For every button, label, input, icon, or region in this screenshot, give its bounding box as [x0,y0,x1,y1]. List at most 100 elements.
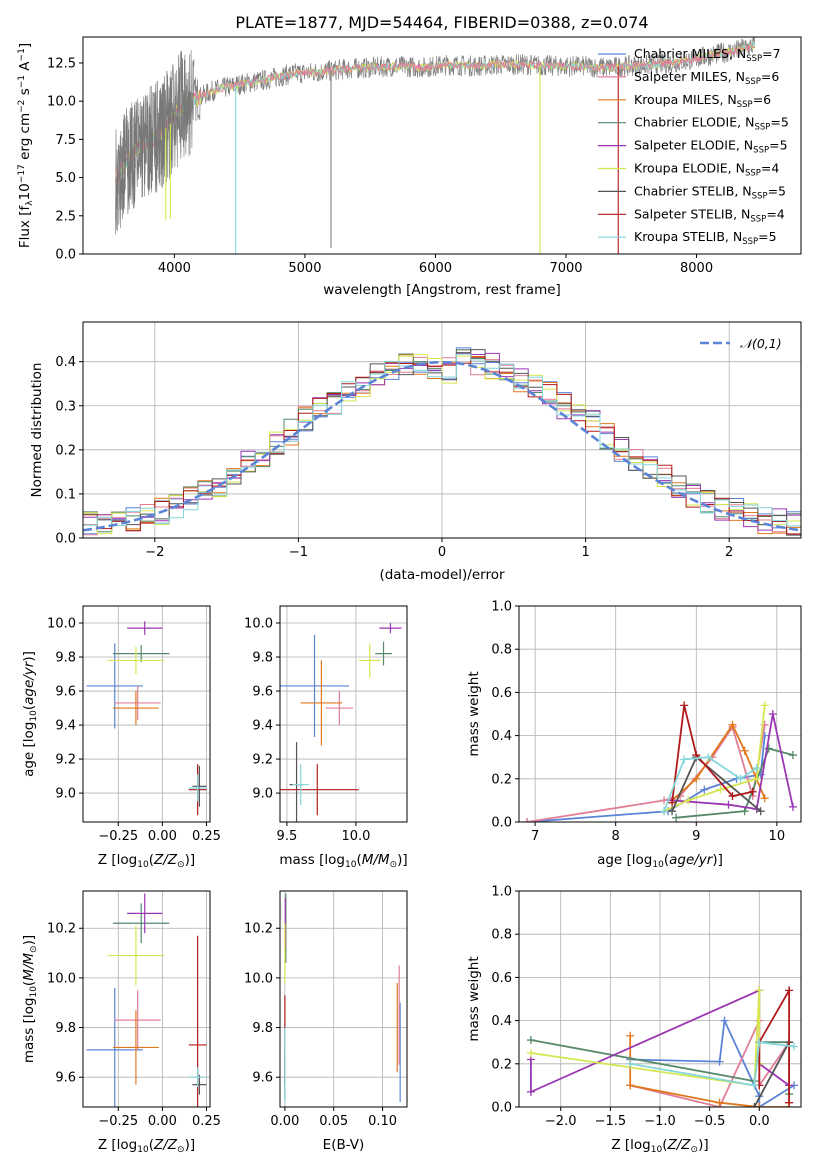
x-tick-label: 10 [769,829,786,844]
errorbar-point [107,925,165,986]
weight-marker [716,785,725,794]
weight-marker [728,792,737,801]
weight-marker [672,813,681,822]
weight-marker [728,720,737,729]
weight-marker [680,755,689,764]
errorbar-point [192,765,207,807]
weight-marker [526,1049,535,1057]
legend-label: Kroupa STELIB, NSSP=5 [634,229,777,247]
y-axis-label: mass [log10(M/M⊙)] [21,935,39,1063]
y-tick-label: 0.6 [491,686,512,701]
plot-area [523,701,797,822]
y-tick-label: 5.0 [55,171,76,186]
errorbar-point [292,764,309,805]
y-tick-label: 9.0 [252,787,273,802]
errorbar-point [112,1010,159,1085]
x-tick-label: 7000 [549,261,582,276]
plot-area [83,891,210,1107]
histogram-series-7 [83,356,801,535]
weight-marker [626,1081,635,1090]
y-tick-label: 10.0 [47,95,76,110]
weight-line [630,1041,795,1087]
weight-marker [768,710,777,718]
y-tick-label: 0.8 [491,643,512,658]
weight-marker [680,701,689,710]
axis-decor: 7 8 9 10 0.0 0.2 0.4 0.6 0.8 1.0 [491,600,802,844]
x-tick-label: 0.00 [148,829,177,844]
y-tick-label: 9.6 [55,1071,76,1086]
y-tick-label: 10.0 [244,971,273,986]
weight-marker [752,774,761,783]
x-tick-label: 8 [612,829,620,844]
y-tick-label: 0.4 [491,729,512,744]
weight-marker [692,774,701,783]
weight-series-8 [660,753,761,816]
weight-marker [752,764,761,772]
errorbar-point [280,634,350,737]
x-axis-label: mass [log10(M/M⊙)] [279,852,407,870]
weight-marker [740,807,749,816]
errorbar-point [300,660,343,746]
errorbar-point [86,987,143,1107]
axes-frame [279,605,408,823]
plot-area [526,986,799,1107]
weight-marker [626,1059,635,1068]
y-tick-label: 12.5 [47,56,76,71]
plot-area [83,347,801,536]
y-tick-label: 9.2 [252,753,273,768]
x-tick-label: 0.00 [148,1114,177,1129]
legend-label: Chabrier STELIB, NSSP=5 [634,183,786,201]
axes-massweight-vs-age: 7 8 9 10 0.0 0.2 0.4 0.6 0.8 1.0 [491,600,802,844]
spectrum-noise-band [115,50,195,232]
errorbar-point [107,646,165,675]
weight-marker [748,787,757,796]
weight-marker [704,753,713,762]
x-tick-label: 2 [725,545,733,560]
x-axis-label: Z [log10(Z/Z⊙)] [611,1137,708,1155]
weight-marker [750,1081,759,1090]
weight-marker [755,1103,764,1107]
histogram-series-8 [83,353,801,527]
x-axis-label: age [log10(age/yr)] [597,852,723,870]
axis-decor: 4000 5000 6000 7000 8000 0.0 2.5 5.0 7.5 10.0 12.5 [47,36,802,276]
y-tick-label: 0.0 [491,1101,512,1116]
y-tick-label: 1.0 [491,600,512,615]
weight-marker [684,796,693,805]
errorbar-point [188,935,207,1107]
y-tick-label: 9.2 [55,753,76,768]
normal-reference-curve [83,360,801,532]
y-tick-label: 1.0 [491,885,512,900]
errorbar-point [188,1067,207,1088]
weight-marker [740,746,749,755]
x-tick-label: −0.25 [98,829,138,844]
axes-spectrum: 4000 5000 6000 7000 8000 0.0 2.5 5.0 7.5 10.0 12.5 [47,36,802,276]
legend-label: Salpeter STELIB, NSSP=4 [634,206,785,224]
errorbar-point [280,764,359,816]
weight-marker [785,986,794,995]
errorbar-point [86,643,143,729]
axis-decor: −2.0 −1.5 −1.0 −0.5 0.0 0.0 0.2 0.4 0.6 0.8 1.0 [491,885,802,1129]
y-tick-label: 9.4 [55,719,76,734]
weight-marker [668,798,677,807]
x-axis-label: E(B-V) [323,1137,365,1153]
axis-decor: 0.00 0.05 0.10 9.6 9.8 10.0 10.2 [244,890,408,1129]
weight-marker [756,807,765,816]
x-tick-label: −1 [289,545,308,560]
weight-marker [788,802,797,811]
axes-frame [82,36,802,255]
axes-age-vs-mass: 9.5 10.0 9.0 9.2 9.4 9.6 9.8 10.0 [244,605,408,844]
weight-marker [790,1042,799,1051]
y-tick-label: 9.8 [252,651,273,666]
weight-marker [724,800,733,809]
axis-decor: −0.25 0.00 0.25 9.6 9.8 10.0 10.2 [47,890,221,1129]
y-tick-label: 10.0 [244,617,273,632]
axes-residuals: −2 −1 0 1 2 0.0 0.1 0.2 0.3 0.4 [55,321,802,560]
y-axis-label: mass weight [466,956,482,1041]
y-tick-label: 9.0 [55,787,76,802]
axis-decor: 9.5 10.0 9.0 9.2 9.4 9.6 9.8 10.0 [244,605,408,844]
x-tick-label: 1 [581,545,589,560]
x-tick-label: 0.25 [192,829,221,844]
x-tick-label: 0.05 [319,1114,348,1129]
y-tick-label: 7.5 [55,133,76,148]
